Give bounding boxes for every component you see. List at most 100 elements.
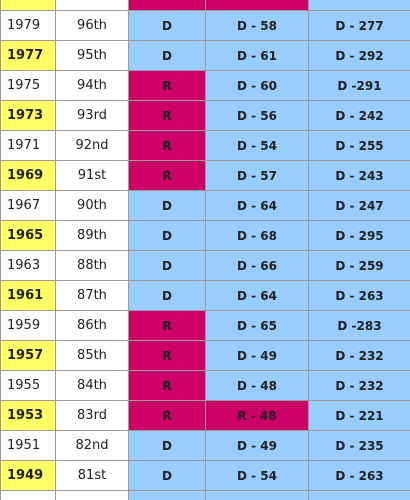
cell: 1955 (0, 370, 56, 401)
cell: D - 57 (205, 160, 309, 191)
table-row: 1979 96th D D - 58 D - 277 (0, 10, 410, 41)
cell: 89th (55, 220, 129, 251)
cell (205, 490, 309, 500)
cell (0, 490, 56, 500)
cell: D - 263 (308, 280, 410, 311)
cell: R (128, 340, 206, 371)
cell: R (128, 70, 206, 101)
cell: D - 259 (308, 250, 410, 281)
cell: 91st (55, 160, 129, 191)
cell: 1961 (0, 280, 56, 311)
cell: D - 68 (205, 220, 309, 251)
cell: D - 277 (308, 10, 410, 41)
table-row: 1973 93rd R D - 56 D - 242 (0, 100, 410, 131)
cell: D - 292 (308, 40, 410, 71)
cell: D - 49 (205, 340, 309, 371)
cell (55, 490, 129, 500)
table-row: 1951 82nd D D - 49 D - 235 (0, 430, 410, 461)
cell (55, 0, 129, 11)
cell: 90th (55, 190, 129, 221)
table-row: 1957 85th R D - 49 D - 232 (0, 340, 410, 371)
cell: 1967 (0, 190, 56, 221)
cell: D -283 (308, 310, 410, 341)
table-row: 1965 89th D D - 68 D - 295 (0, 220, 410, 251)
cell: D (128, 220, 206, 251)
cell: R (128, 130, 206, 161)
table-row: 1949 81st D D - 54 D - 263 (0, 460, 410, 491)
cell: D - 255 (308, 130, 410, 161)
cell: D - 54 (205, 130, 309, 161)
cell: D (128, 40, 206, 71)
cell: R (128, 370, 206, 401)
cell: D - 263 (308, 460, 410, 491)
cell (308, 0, 410, 11)
cell: D (128, 250, 206, 281)
cell: 95th (55, 40, 129, 71)
cell: 1965 (0, 220, 56, 251)
cell: D - 49 (205, 430, 309, 461)
cell: 1977 (0, 40, 56, 71)
cell: D -291 (308, 70, 410, 101)
cell: 94th (55, 70, 129, 101)
cell: D - 58 (205, 10, 309, 41)
cell: D (128, 430, 206, 461)
cell: 1963 (0, 250, 56, 281)
cell: D - 64 (205, 280, 309, 311)
cell: R (128, 400, 206, 431)
table-row: 1963 88th D D - 66 D - 259 (0, 250, 410, 281)
cell (0, 0, 56, 11)
cell: D - 247 (308, 190, 410, 221)
cell: R (128, 100, 206, 131)
cell: 1953 (0, 400, 56, 431)
cell (128, 490, 206, 500)
table-row: 1961 87th D D - 64 D - 263 (0, 280, 410, 311)
cell: R - 48 (205, 400, 309, 431)
cell: D - 61 (205, 40, 309, 71)
cell: D - 56 (205, 100, 309, 131)
cell: 1951 (0, 430, 56, 461)
cell: D - 235 (308, 430, 410, 461)
cell: 1979 (0, 10, 56, 41)
cell: D - 232 (308, 370, 410, 401)
table-row: 1969 91st R D - 57 D - 243 (0, 160, 410, 191)
cell: D - 221 (308, 400, 410, 431)
cell: 1959 (0, 310, 56, 341)
cell: D - 54 (205, 460, 309, 491)
table-row: 1955 84th R D - 48 D - 232 (0, 370, 410, 401)
cell: D (128, 10, 206, 41)
cell: D - 65 (205, 310, 309, 341)
cell: 86th (55, 310, 129, 341)
partial-row (0, 490, 410, 500)
cell: D - 243 (308, 160, 410, 191)
cell: R (128, 160, 206, 191)
cell: D - 232 (308, 340, 410, 371)
cell (128, 0, 206, 11)
cell: 92nd (55, 130, 129, 161)
cell: 1973 (0, 100, 56, 131)
cell (205, 0, 309, 11)
partial-row (0, 0, 410, 11)
cell: 1975 (0, 70, 56, 101)
cell: 1969 (0, 160, 56, 191)
cell: 85th (55, 340, 129, 371)
cell: D - 242 (308, 100, 410, 131)
cell: 1949 (0, 460, 56, 491)
cell: D (128, 190, 206, 221)
cell: D - 48 (205, 370, 309, 401)
cell: D - 66 (205, 250, 309, 281)
cell (308, 490, 410, 500)
cell: 96th (55, 10, 129, 41)
cell: 1957 (0, 340, 56, 371)
cell: 87th (55, 280, 129, 311)
table-row: 1959 86th R D - 65 D -283 (0, 310, 410, 341)
cell: R (128, 310, 206, 341)
cell: D (128, 460, 206, 491)
table-row: 1967 90th D D - 64 D - 247 (0, 190, 410, 221)
cell: D - 60 (205, 70, 309, 101)
table-row: 1953 83rd R R - 48 D - 221 (0, 400, 410, 431)
cell: 81st (55, 460, 129, 491)
table-row: 1971 92nd R D - 54 D - 255 (0, 130, 410, 161)
